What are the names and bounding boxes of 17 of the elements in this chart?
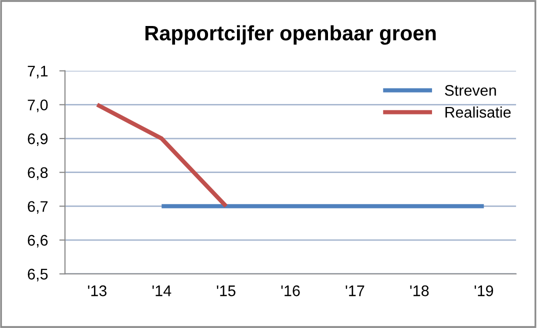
- x-tick-label: '14: [152, 286, 172, 296]
- y-tick-label: 6,5: [28, 268, 48, 282]
- y-tick-label: 6,7: [28, 201, 48, 214]
- legend-label: Realisatie: [446, 106, 511, 118]
- x-tick-label: '16: [281, 285, 300, 296]
- x-tick-label: '13: [88, 285, 106, 296]
- y-tick-label: 6,6: [28, 234, 48, 248]
- x-tick-label: '18: [410, 285, 429, 296]
- chart-title: Rapportcijfer openbaar groen: [145, 25, 436, 45]
- x-tick-label: '19: [474, 285, 494, 296]
- x-tick-label: '15: [216, 286, 236, 296]
- y-tick-label: 6,9: [28, 133, 48, 146]
- y-tick-label: 7,1: [28, 66, 48, 78]
- y-tick-label: 7,0: [28, 100, 48, 112]
- legend-label: Streven: [444, 85, 496, 96]
- y-tick-label: 6,8: [28, 167, 48, 180]
- x-tick-label: '17: [346, 286, 364, 296]
